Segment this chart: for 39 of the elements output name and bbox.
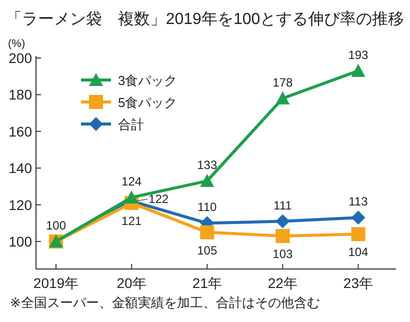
x-tick-label: 23年 [343, 275, 374, 291]
data-label: 105 [197, 243, 218, 258]
data-label: 111 [274, 198, 292, 212]
y-tick-label: 100 [8, 233, 32, 250]
point [351, 210, 366, 225]
data-label: 122 [148, 192, 169, 206]
point [200, 225, 214, 240]
x-tick-label: 2019年 [33, 275, 79, 291]
x-tick-label: 20年 [116, 275, 146, 291]
text: ※全国スーパー、金額実績を加工、合計はその他含む [10, 295, 320, 310]
data-label: 100 [46, 218, 66, 232]
data-label: 103 [272, 246, 293, 261]
data-label: 193 [348, 48, 369, 62]
point [200, 174, 214, 187]
data-label: 133 [197, 158, 218, 172]
data-label: 178 [272, 75, 293, 90]
y-tick-label: 160 [8, 123, 32, 140]
chart-title: 「ラーメン袋 複数」2019年を100とする伸び率の推移 [6, 10, 404, 28]
x-tick-label: 21年 [192, 275, 222, 291]
data-label: 113 [348, 194, 368, 209]
y-tick-label: 120 [8, 196, 32, 213]
y-tick-label: 200 [8, 50, 32, 66]
y-axis-title: (%) [8, 38, 26, 50]
y-tick-label: 140 [8, 160, 32, 176]
point [351, 227, 366, 242]
point [276, 228, 290, 243]
legend-label: 5食パック [118, 95, 178, 110]
point [124, 190, 139, 204]
legend-label: 合計 [118, 117, 144, 132]
point [276, 214, 290, 228]
data-label: 124 [122, 174, 142, 188]
data-label: 121 [122, 214, 142, 228]
point [351, 64, 366, 77]
point [276, 91, 290, 104]
data-label: 104 [348, 245, 369, 260]
x-tick-label: 22年 [268, 275, 298, 291]
y-tick-label: 180 [8, 86, 32, 103]
data-label: 110 [198, 200, 217, 214]
legend-label: 3食パック [118, 73, 178, 88]
